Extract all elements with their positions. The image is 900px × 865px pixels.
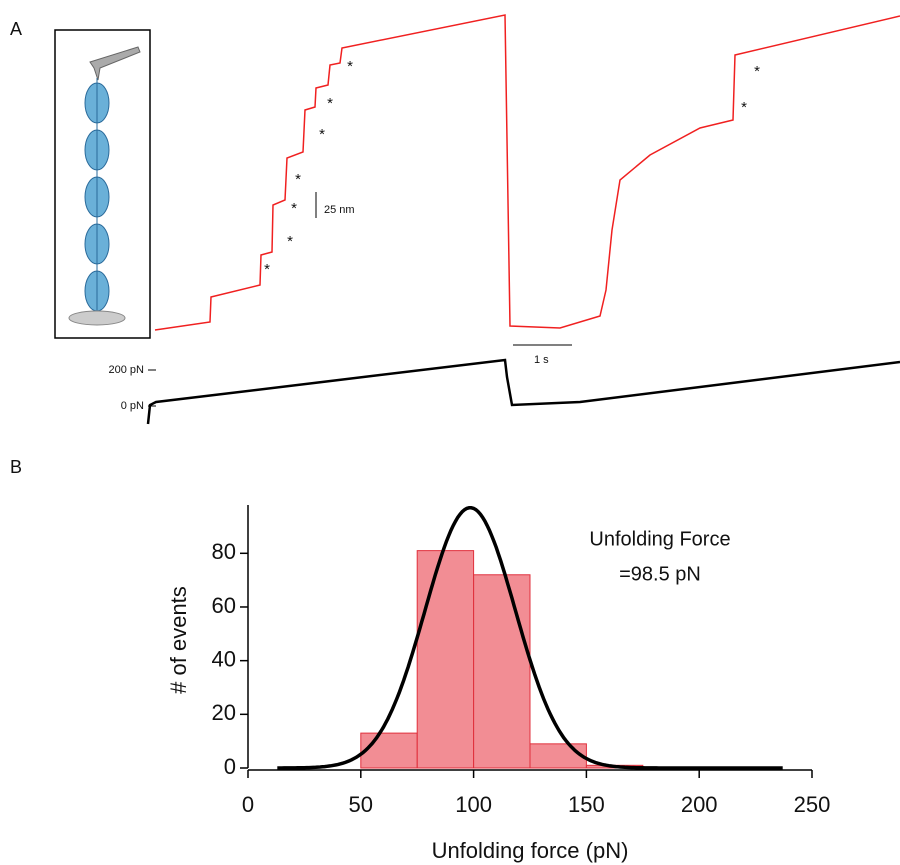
y-tick-label: 0 [224, 754, 236, 779]
force-trace [146, 358, 900, 425]
scale-label: 25 nm [324, 204, 355, 216]
step-marker: * [264, 261, 270, 278]
x-tick-label: 250 [794, 792, 831, 817]
cantilever [89, 46, 141, 81]
x-axis-label: Unfolding force (pN) [432, 838, 629, 863]
y-tick-label: 20 [212, 700, 236, 725]
scale-label: 1 s [534, 354, 549, 366]
x-tick-label: 100 [455, 792, 492, 817]
bar [360, 732, 418, 769]
y-axis-label: # of events [166, 586, 191, 694]
x-tick-label: 150 [568, 792, 605, 817]
force-label: 0 pN [121, 400, 144, 412]
annotation: Unfolding Force [589, 528, 730, 550]
step-marker: * [347, 58, 353, 75]
x-tick-label: 0 [242, 792, 254, 817]
bar [529, 743, 587, 769]
annotation: =98.5 pN [619, 563, 701, 585]
inset-frame [54, 29, 151, 339]
y-tick-label: 40 [212, 646, 236, 671]
step-marker: * [295, 171, 301, 188]
y-tick-label: 60 [212, 593, 236, 618]
extension-trace [154, 14, 900, 331]
x-tick-label: 200 [681, 792, 718, 817]
step-marker: * [319, 126, 325, 143]
panel-label: B [10, 457, 22, 477]
bar [416, 550, 475, 769]
step-marker: * [291, 200, 297, 217]
panel-a: A 25 nm 1 s 200 pN 0 pN [10, 14, 900, 425]
panel-label: A [10, 19, 22, 39]
force-label: 200 pN [109, 364, 145, 376]
surface [68, 310, 126, 326]
step-marker: * [754, 63, 760, 80]
step-marker: * [287, 233, 293, 250]
fit-curve [277, 506, 783, 770]
x-tick-label: 50 [349, 792, 373, 817]
step-marker: * [327, 95, 333, 112]
bar [473, 574, 531, 769]
y-tick-label: 80 [212, 539, 236, 564]
step-marker: * [741, 99, 747, 116]
